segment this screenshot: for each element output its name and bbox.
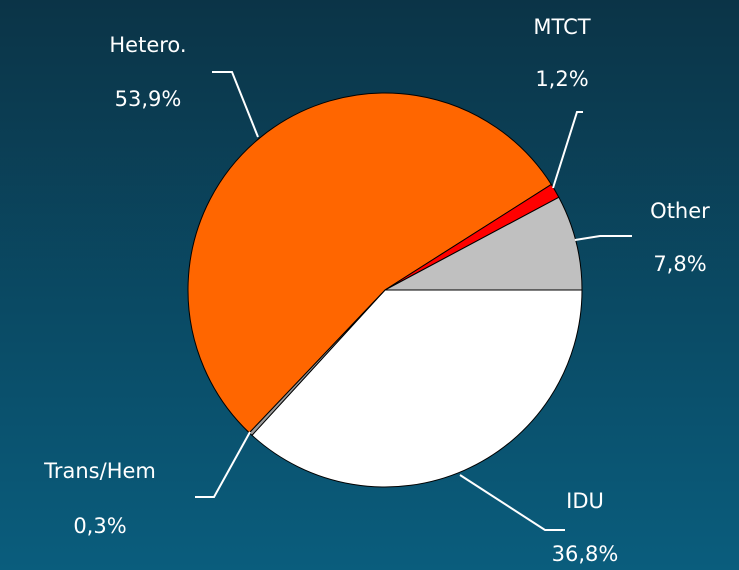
slice-name: Other	[650, 199, 710, 223]
leader-line	[212, 71, 259, 138]
pie-slice	[384, 196, 583, 291]
leader-line	[459, 474, 565, 531]
leader-line	[574, 235, 632, 241]
slice-value: 1,2%	[535, 67, 588, 91]
slice-value: 7,8%	[653, 252, 706, 276]
leader-line	[195, 431, 251, 498]
slice-value: 0,3%	[73, 514, 126, 538]
slice-name: IDU	[566, 489, 604, 513]
slice-name: MTCT	[533, 15, 590, 39]
slice-value: 36,8%	[552, 542, 619, 566]
labels: IDU 36,8% Trans/Hem 0,3% Hetero. 53,9% MTCT 1,2…	[43, 15, 710, 566]
slices	[187, 92, 583, 488]
pie-slice	[251, 289, 583, 488]
slice-value: 53,9%	[115, 87, 182, 111]
leader-line	[552, 111, 583, 189]
slice-name: Hetero.	[109, 33, 186, 57]
slice-name: Trans/Hem	[43, 459, 156, 483]
pie-slice	[187, 92, 553, 434]
